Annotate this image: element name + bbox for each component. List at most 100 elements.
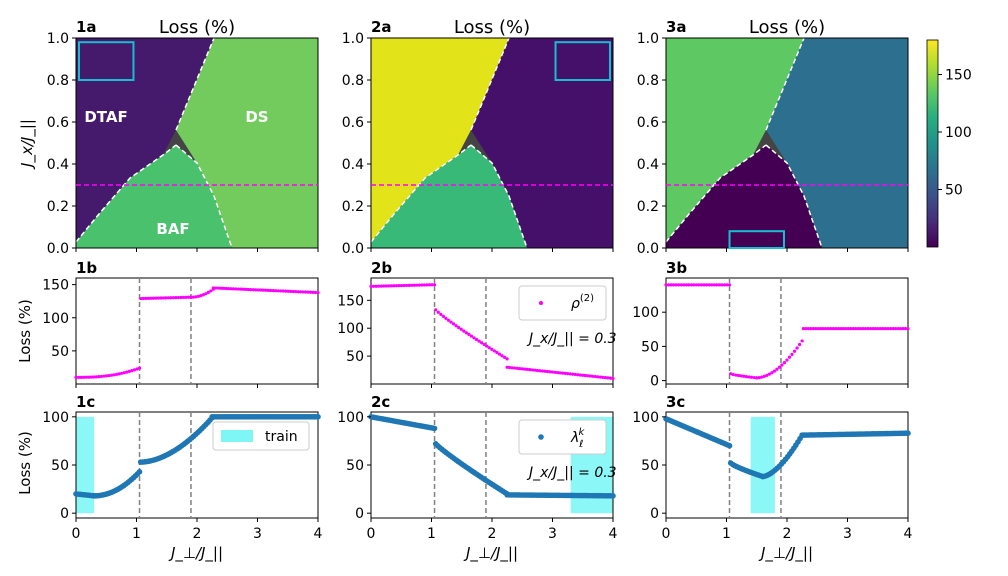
data-point — [404, 283, 409, 288]
ytick-label: 0 — [650, 374, 659, 390]
data-point — [844, 327, 848, 331]
heat-ytick-label: 0.0 — [637, 241, 659, 257]
data-point — [112, 373, 116, 377]
data-point — [905, 430, 911, 437]
data-point — [836, 327, 840, 331]
xtick-label: 2 — [488, 526, 497, 542]
data-point — [306, 290, 310, 294]
data-point — [136, 468, 143, 475]
data-point — [420, 283, 424, 287]
data-point — [279, 289, 283, 293]
xtick-label: 3 — [843, 526, 852, 542]
data-point — [156, 296, 160, 300]
data-point — [311, 290, 315, 294]
xlabel-col-1: J_⊥/J_|| — [168, 544, 223, 563]
data-point — [583, 373, 587, 378]
panel-3b: 0 50 100 3b — [632, 259, 910, 390]
data-point — [432, 283, 437, 287]
panel-annotation: J_x/J_|| = 0.3 — [526, 465, 617, 481]
ytick-label: 0 — [650, 506, 659, 522]
panel-tag: 2c — [371, 393, 390, 411]
data-point — [251, 288, 255, 292]
ytick-label: 50 — [641, 458, 659, 474]
data-point — [439, 312, 443, 316]
data-point — [154, 296, 158, 300]
data-point — [397, 284, 401, 288]
data-point — [558, 371, 562, 375]
xtick-label: 4 — [314, 526, 323, 542]
data-point — [749, 375, 754, 379]
data-point — [841, 327, 845, 331]
region-box-1a — [78, 41, 135, 81]
legend-swatch — [221, 430, 253, 442]
data-point — [893, 327, 898, 331]
frame-3c — [665, 411, 909, 519]
data-point — [888, 327, 893, 331]
data-point — [201, 293, 205, 297]
data-point — [505, 357, 509, 361]
panel-title-1a: Loss (%) — [159, 17, 235, 38]
panel-annotation: J_x/J_|| = 0.3 — [526, 331, 617, 347]
data-point — [520, 367, 524, 371]
data-point — [444, 316, 448, 320]
data-point — [104, 374, 109, 378]
xtick-label: 3 — [548, 526, 557, 542]
data-point — [886, 327, 890, 331]
data-point — [490, 347, 494, 351]
ytick-label: 50 — [346, 349, 364, 365]
data-point — [500, 354, 504, 358]
data-point — [109, 373, 114, 377]
data-point — [477, 339, 481, 343]
data-point — [434, 308, 438, 312]
data-point — [515, 366, 519, 370]
data-point — [606, 376, 610, 380]
heat-ytick-label: 0.4 — [47, 157, 69, 173]
data-point — [598, 375, 602, 379]
data-point — [474, 337, 479, 342]
data-point — [765, 373, 769, 377]
data-point — [608, 376, 613, 380]
data-point — [139, 296, 143, 301]
data-point — [204, 292, 208, 296]
ytick-label: 100 — [632, 305, 659, 321]
region-box-2a — [554, 41, 611, 81]
data-point — [308, 290, 313, 294]
data-point — [596, 375, 600, 379]
data-point — [211, 286, 215, 290]
data-point — [555, 370, 560, 375]
data-point — [581, 373, 585, 377]
train-band — [750, 416, 775, 514]
data-point — [533, 368, 537, 372]
heat-ytick-label: 0.4 — [342, 157, 364, 173]
data-point — [377, 284, 381, 288]
data-point — [122, 371, 126, 375]
data-point — [883, 327, 888, 331]
boundary-1a — [75, 37, 233, 249]
data-point — [806, 327, 810, 331]
data-point — [480, 341, 484, 345]
data-point — [264, 288, 268, 292]
data-point — [814, 327, 818, 331]
data-point — [144, 296, 148, 301]
data-point — [785, 358, 789, 362]
data-point — [246, 287, 250, 292]
data-point — [430, 283, 434, 287]
frame-3b — [665, 277, 909, 385]
legend-box — [212, 421, 310, 451]
data-point — [194, 295, 198, 299]
data-point — [485, 344, 489, 348]
data-point — [672, 283, 676, 287]
data-point — [394, 284, 399, 288]
panel-tag: 3b — [666, 259, 687, 277]
data-point — [734, 373, 738, 377]
panel-tag: 3c — [666, 393, 685, 411]
data-point — [829, 327, 833, 331]
heat-ytick-label: 0.0 — [342, 241, 364, 257]
data-point — [851, 327, 855, 331]
data-point — [286, 289, 290, 293]
data-point — [209, 289, 213, 293]
data-point — [271, 288, 275, 293]
heat-ytick-label: 0.8 — [47, 73, 69, 89]
data-point — [687, 283, 691, 287]
data-point — [274, 289, 278, 293]
